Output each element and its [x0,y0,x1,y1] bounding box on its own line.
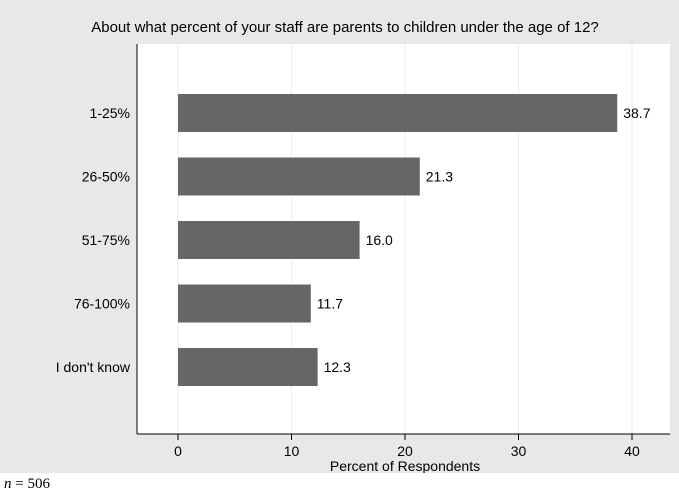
sample-size-variable: n [4,476,12,492]
bar [178,284,311,323]
category-label: 51-75% [82,232,130,248]
bar-value-label: 11.7 [317,296,343,312]
bar-value-label: 21.3 [426,169,453,185]
sample-size-value: = 506 [11,476,50,492]
category-label: 26-50% [82,169,130,185]
bar-value-label: 16.0 [366,232,393,248]
x-axis-title: Percent of Respondents [330,458,480,473]
bars [178,94,618,386]
bar-value-labels: 38.7 21.3 16.0 11.7 12.3 [317,105,651,375]
category-label: 76-100% [74,296,130,312]
x-tick-label: 20 [397,443,413,459]
category-label: 1-25% [90,105,130,121]
bar [178,221,360,259]
bar [178,157,420,196]
x-axis-ticks: 0 10 20 30 40 [174,434,640,459]
bar-value-label: 12.3 [324,359,351,375]
category-label: I don't know [56,359,131,375]
sample-size-note: n = 506 [4,476,50,493]
x-tick-label: 0 [174,443,182,459]
x-tick-label: 40 [624,443,640,459]
chart-title: About what percent of your staff are par… [91,19,599,36]
bar [178,94,618,132]
bar [178,348,318,386]
chart-svg: About what percent of your staff are par… [56,19,670,473]
x-tick-label: 10 [284,443,300,459]
bar-value-label: 38.7 [623,105,650,121]
category-labels: 1-25% 26-50% 51-75% 76-100% I don't know [56,105,131,375]
x-tick-label: 30 [511,443,527,459]
